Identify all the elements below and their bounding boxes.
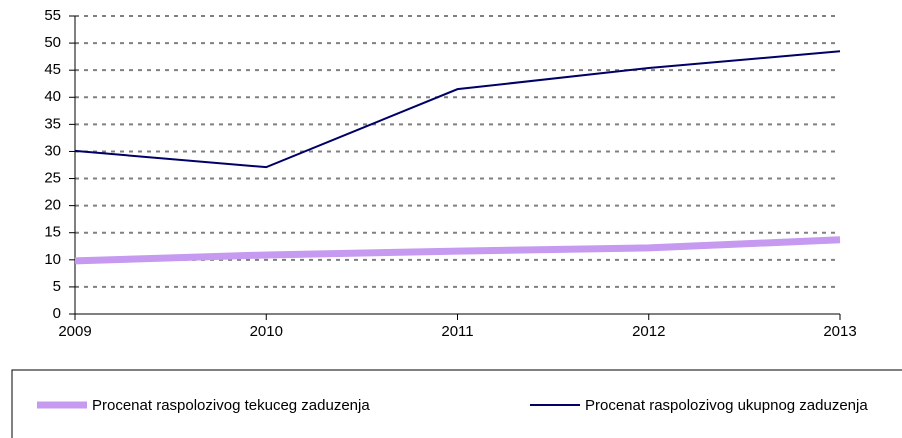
y-tick-label: 10 — [44, 251, 61, 268]
x-tick-label: 2009 — [58, 323, 91, 340]
y-tick-label: 20 — [44, 197, 61, 214]
legend-box — [11, 369, 902, 438]
y-tick-label: 35 — [44, 115, 61, 132]
y-tick-label: 15 — [44, 224, 61, 241]
y-tick-label: 5 — [53, 278, 61, 295]
legend-label: Procenat raspolozivog tekuceg zaduzenja — [92, 397, 370, 414]
y-tick-label: 30 — [44, 142, 61, 159]
y-tick-label: 55 — [44, 7, 61, 24]
x-tick-label: 2013 — [823, 323, 856, 340]
line-series — [74, 50, 841, 169]
legend-label: Procenat raspolozivog ukupnog zaduzenja — [585, 397, 868, 414]
y-tick-label: 45 — [44, 61, 61, 78]
x-tick-label: 2010 — [250, 323, 283, 340]
y-tick-label: 25 — [44, 170, 61, 187]
line-series — [74, 236, 841, 265]
x-tick-label: 2012 — [632, 323, 665, 340]
y-tick-label: 50 — [44, 34, 61, 51]
x-tick-label: 2011 — [441, 323, 473, 340]
y-tick-label: 0 — [53, 305, 61, 322]
y-tick-label: 40 — [44, 88, 61, 105]
